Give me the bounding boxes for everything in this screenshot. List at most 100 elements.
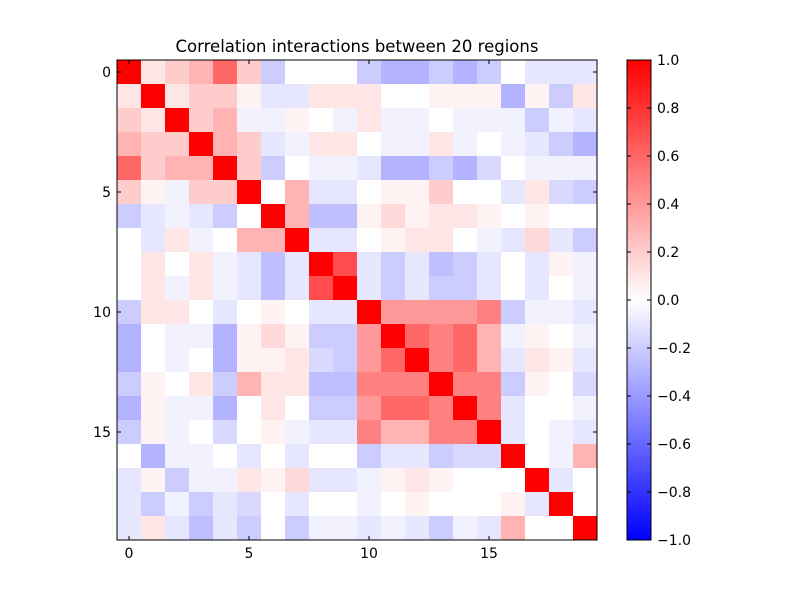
- heatmap-cell: [141, 348, 166, 373]
- colorbar-tick-label: −1.0: [657, 533, 691, 549]
- heatmap-cell: [189, 180, 214, 205]
- heatmap-cell: [405, 204, 430, 229]
- heatmap-cell: [405, 84, 430, 109]
- heatmap-cell: [261, 468, 286, 493]
- heatmap-cell: [165, 252, 190, 277]
- heatmap-cell: [549, 204, 574, 229]
- heatmap-cell: [429, 516, 454, 541]
- heatmap-cell: [501, 180, 526, 205]
- axis-ticks: 0 5 10 15 0 5 10 15: [93, 60, 597, 562]
- heatmap-cell: [261, 228, 286, 253]
- heatmap-cell: [357, 492, 382, 517]
- heatmap-cell: [285, 492, 310, 517]
- heatmap-cell: [453, 420, 478, 445]
- heatmap-cell: [165, 204, 190, 229]
- heatmap-cell: [285, 300, 310, 325]
- heatmap-cell: [453, 348, 478, 373]
- heatmap-cell: [573, 228, 598, 253]
- heatmap-cell: [405, 180, 430, 205]
- heatmap-cell: [525, 204, 550, 229]
- heatmap-cell: [237, 420, 262, 445]
- heatmap-cell: [213, 276, 238, 301]
- heatmap-cell: [285, 468, 310, 493]
- heatmap-cell: [285, 156, 310, 181]
- heatmap-cell: [453, 492, 478, 517]
- heatmap-cell: [237, 468, 262, 493]
- heatmap-cell: [189, 108, 214, 133]
- heatmap-cell: [477, 492, 502, 517]
- y-tick-label: 15: [93, 425, 111, 441]
- heatmap-cell: [213, 180, 238, 205]
- heatmap-cell: [357, 252, 382, 277]
- heatmap-cell: [165, 156, 190, 181]
- heatmap-cell: [381, 132, 406, 157]
- heatmap-cell: [429, 468, 454, 493]
- heatmap-cell: [453, 300, 478, 325]
- heatmap-cell: [237, 348, 262, 373]
- heatmap-cell: [429, 156, 454, 181]
- heatmap-cell: [165, 180, 190, 205]
- heatmap-cell: [357, 300, 382, 325]
- heatmap-cell: [117, 84, 142, 109]
- heatmap-cell: [309, 300, 334, 325]
- heatmap-cell: [189, 348, 214, 373]
- heatmap-cell: [285, 348, 310, 373]
- heatmap-cell: [477, 84, 502, 109]
- heatmap-cell: [549, 420, 574, 445]
- heatmap-cell: [357, 108, 382, 133]
- heatmap-cell: [141, 276, 166, 301]
- heatmap-cell: [189, 300, 214, 325]
- heatmap-cell: [165, 132, 190, 157]
- heatmap-cell: [141, 156, 166, 181]
- x-tick-label: 10: [360, 546, 378, 562]
- heatmap-cell: [189, 492, 214, 517]
- heatmap-cell: [333, 180, 358, 205]
- heatmap-cell: [309, 60, 334, 85]
- heatmap-cell: [261, 324, 286, 349]
- heatmap-cell: [405, 300, 430, 325]
- heatmap-cell: [213, 420, 238, 445]
- heatmap-cell: [453, 228, 478, 253]
- heatmap-cell: [141, 396, 166, 421]
- heatmap-cell: [261, 372, 286, 397]
- heatmap-cell: [381, 84, 406, 109]
- heatmap-cell: [501, 228, 526, 253]
- heatmap-cell: [117, 420, 142, 445]
- heatmap-cell: [405, 492, 430, 517]
- heatmap-cell: [189, 204, 214, 229]
- heatmap-cell: [141, 132, 166, 157]
- heatmap-cell: [165, 108, 190, 133]
- heatmap-cell: [573, 132, 598, 157]
- heatmap-cell: [549, 228, 574, 253]
- heatmap-cell: [453, 108, 478, 133]
- heatmap-cell: [429, 276, 454, 301]
- heatmap-cell: [429, 396, 454, 421]
- heatmap-cell: [405, 60, 430, 85]
- heatmap-cell: [213, 348, 238, 373]
- heatmap-cell: [405, 396, 430, 421]
- heatmap-cell: [333, 108, 358, 133]
- heatmap-cell: [381, 468, 406, 493]
- heatmap-cell: [189, 420, 214, 445]
- heatmap-cell: [357, 84, 382, 109]
- x-tick-label: 0: [125, 546, 134, 562]
- heatmap-cell: [525, 468, 550, 493]
- heatmap-cell: [285, 420, 310, 445]
- heatmap-cell: [405, 444, 430, 469]
- heatmap-cell: [501, 60, 526, 85]
- heatmap-cell: [213, 300, 238, 325]
- heatmap-cell: [333, 420, 358, 445]
- heatmap-cell: [405, 420, 430, 445]
- heatmap-cell: [165, 468, 190, 493]
- heatmap-cell: [213, 108, 238, 133]
- heatmap-cell: [333, 84, 358, 109]
- heatmap-cell: [501, 300, 526, 325]
- heatmap-cell: [429, 348, 454, 373]
- heatmap-cell: [549, 348, 574, 373]
- heatmap-cell: [357, 132, 382, 157]
- heatmap-cell: [549, 516, 574, 541]
- heatmap-cell: [261, 108, 286, 133]
- colorbar-tick-label: 0.2: [657, 245, 679, 261]
- heatmap-cell: [141, 492, 166, 517]
- heatmap-cell: [237, 108, 262, 133]
